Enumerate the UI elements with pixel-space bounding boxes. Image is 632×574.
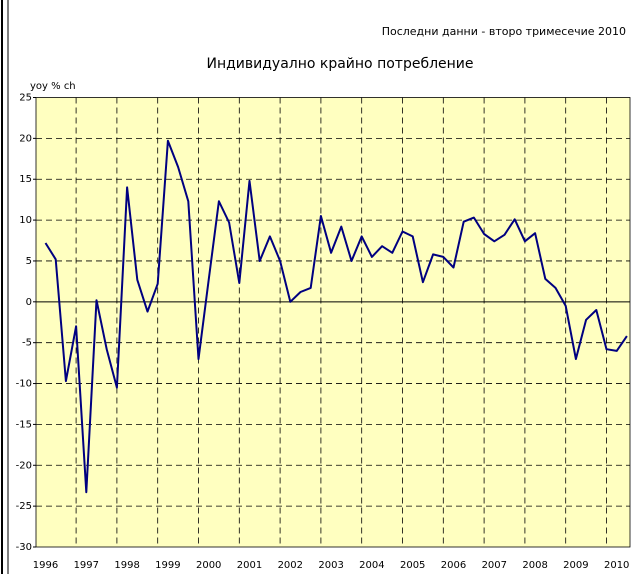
plot-area (35, 97, 631, 548)
y-tick-label: 25 (19, 93, 32, 104)
y-tick-label: 10 (19, 215, 32, 226)
x-tick-label: 2002 (278, 560, 303, 571)
x-tick-label: 2005 (400, 560, 425, 571)
x-tick-label: 2004 (359, 560, 384, 571)
x-tick-label: 2009 (563, 560, 588, 571)
x-tick-label: 2010 (604, 560, 629, 571)
x-tick-label: 1998 (114, 560, 139, 571)
y-tick-label: -30 (16, 542, 32, 553)
x-tick-label: 1996 (33, 560, 58, 571)
y-axis-label: yoy % ch (30, 81, 76, 92)
chart-title: Индивидуално крайно потребление (206, 56, 473, 72)
y-tick-label: -15 (16, 419, 32, 430)
y-tick-label: -10 (16, 379, 32, 390)
y-tick-label: -20 (16, 460, 32, 471)
x-tick-label: 2008 (522, 560, 547, 571)
x-tick-label: 2006 (441, 560, 466, 571)
x-tick-label: 1999 (155, 560, 180, 571)
x-tick-label: 2000 (196, 560, 221, 571)
x-tick-label: 2001 (237, 560, 262, 571)
y-tick-label: 20 (19, 133, 32, 144)
x-tick-label: 2003 (318, 560, 343, 571)
y-tick-label: 5 (26, 256, 32, 267)
x-tick-label: 1997 (74, 560, 99, 571)
x-tick-label: 2007 (482, 560, 507, 571)
y-tick-label: 15 (19, 174, 32, 185)
y-tick-label: 0 (26, 297, 32, 308)
note: Последни данни - второ тримесечие 2010 (382, 25, 626, 38)
series-line (44, 139, 628, 494)
y-tick-label: -5 (22, 338, 32, 349)
y-tick-label: -25 (16, 501, 32, 512)
